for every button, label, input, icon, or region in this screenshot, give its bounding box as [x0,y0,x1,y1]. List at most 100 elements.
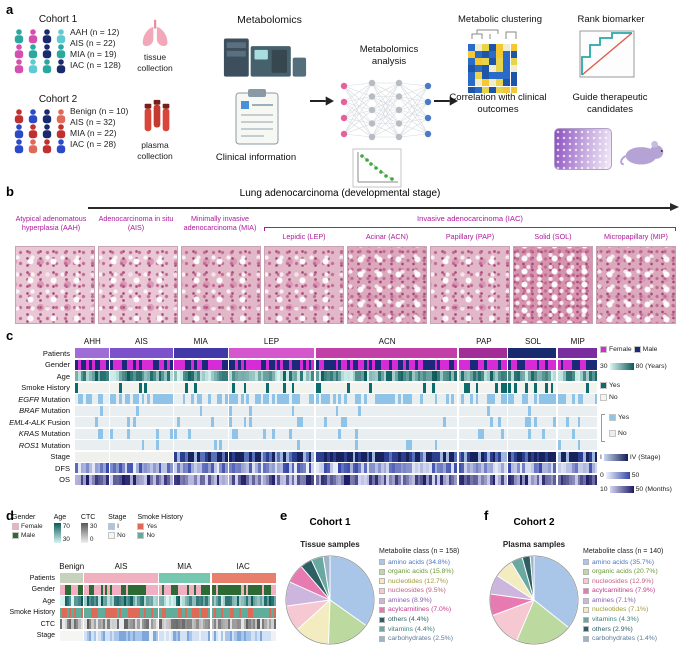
histology-image-mip [596,246,676,324]
row-label: Smoke History [9,609,55,616]
smoke-yes-swatch [137,523,145,530]
cohort1-pie-title: Cohort 1 [309,517,351,528]
stage-label-mia: Minimally invasive adenocarcinoma (MIA) [183,214,257,233]
legend-swatch [379,607,385,614]
heatmap-strip [75,359,598,370]
cohort2-pie-subtitle: Plasma samples [502,540,566,549]
cluster-cell [503,79,510,86]
cluster-cell [468,79,475,86]
metabolomics-label: Metabolomics [237,14,302,26]
age-gradient-bar [53,523,61,543]
group-label-SOL: SOL [524,337,541,346]
stage-min-label: I [600,454,602,461]
legend-label: acylcarnitines (7.0%) [388,606,452,614]
panel-d-legend: Gender Female Male Age 70 30 CTC [12,514,183,543]
metabolic-clustering-label: Metabolic clustering [458,14,542,25]
assay-plate-icon [554,128,612,170]
row-label: Patients [42,348,70,358]
legend-label: nucleotides (12.7%) [388,577,449,585]
legend-label: vitamins (4.4%) [388,625,435,633]
mouse-icon [620,140,664,166]
cluster-cell [482,79,489,86]
histology-image-acn [347,246,427,324]
row-label: OS [59,475,70,484]
panel-e-label: e [280,508,288,523]
legend-swatch [583,559,589,566]
heatmap-header: AHH AIS MIA LEP ACN PAP SOL MIP [75,337,598,348]
ctc-gradient-bar [80,523,88,543]
smoke-no-legend: No [600,394,618,401]
heatmap-strip [60,573,276,583]
legend-label: amines (8.9%) [388,596,432,604]
roc-curve-icon [579,30,635,78]
legend-item: acylcarnitines (7.0%) [379,605,483,615]
row-label: KRAS Mutation [18,429,70,438]
legend-swatch [583,568,589,575]
cluster-cell [475,58,482,65]
legend-item: nucleosides (12.9%) [583,577,683,587]
cluster-cell [475,72,482,79]
cluster-cell [503,58,510,65]
stage-label-ais: Adenocarcinoma in situ (AIS) [98,214,174,233]
legend-swatch [583,616,589,623]
age-min-label: 30 [600,363,608,370]
cohort2-line: AIS (n = 32) [70,117,116,127]
cluster-cell [510,51,518,58]
heatmap-strip [75,474,598,485]
cluster-cell [496,65,503,72]
subtype-label-pap: Papillary (PAP) [445,232,495,241]
heatmap-strip [75,463,598,473]
age-max-label: 80 [635,363,644,370]
cluster-cell [482,65,489,72]
correlation-outcomes-label: Correlation with clinical outcomes [449,92,547,115]
cohort2-line: IAC (n = 28) [70,139,117,149]
legend-swatch [379,597,385,604]
heatmap-strip [60,596,276,606]
cohort2-pie-legend: Metabolite class (n = 140) amino acids (… [583,548,683,644]
iac-bracket [264,227,676,231]
age-unit-label: (Years) [645,363,667,370]
male-legend-item: Male [12,531,43,539]
legend-swatch [583,607,589,614]
female-swatch [12,523,19,530]
cluster-cell [510,58,518,65]
stage-axis-arrow [88,207,672,209]
subtype-label-acn: Acinar (ACN) [365,232,409,241]
female-swatch [600,346,607,353]
legend-item: organic acids (15.8%) [379,567,483,577]
legend-item: amino acids (34.8%) [379,558,483,568]
heatmap-row: KRAS Mutation [2,428,598,439]
legend-item: organic acids (20.7%) [583,567,683,577]
male-label: Male [642,346,658,353]
cluster-cell [503,72,510,79]
legend-swatch [379,578,385,585]
stage-axis-arrowhead [670,203,679,212]
cluster-cell [468,86,475,94]
cluster-cell [496,51,503,58]
cohort2-legend-title: Metabolite class (n = 140) [583,548,664,555]
male-swatch [12,531,19,539]
heatmap-row: Stage [2,630,276,641]
heatmap-row: Smoke History [2,382,598,393]
legend-label: nucleosides (9.5%) [388,587,446,595]
cluster-cell [489,65,496,72]
plasma-collection-label: plasma collection [137,140,173,161]
clinical-information-label: Clinical information [215,152,297,163]
group-label-Benign: Benign [59,562,85,571]
heatmap-strip [75,405,598,416]
cluster-cell [475,51,482,58]
cohort1-legend-title: Metabolite class (n = 158) [379,548,460,555]
panel-b-label: b [6,184,14,199]
age-legend-column: Age 70 30 [53,514,70,543]
os-min-label: 10 [600,486,608,493]
stage-i-label: I [117,523,119,530]
legend-swatch [379,616,385,623]
legend-label: acylcarnitines (7.9%) [592,587,656,595]
legend-label: organic acids (15.8%) [388,568,454,576]
cohort1-counts: AAH (n = 12) AIS (n = 22) MIA (n = 19) I… [70,27,121,71]
tissue-collection-label: tissue collection [137,52,173,73]
mutation-no-legend: No [609,430,627,437]
cluster-cell [475,86,482,94]
age-gradient-bar [609,363,634,370]
